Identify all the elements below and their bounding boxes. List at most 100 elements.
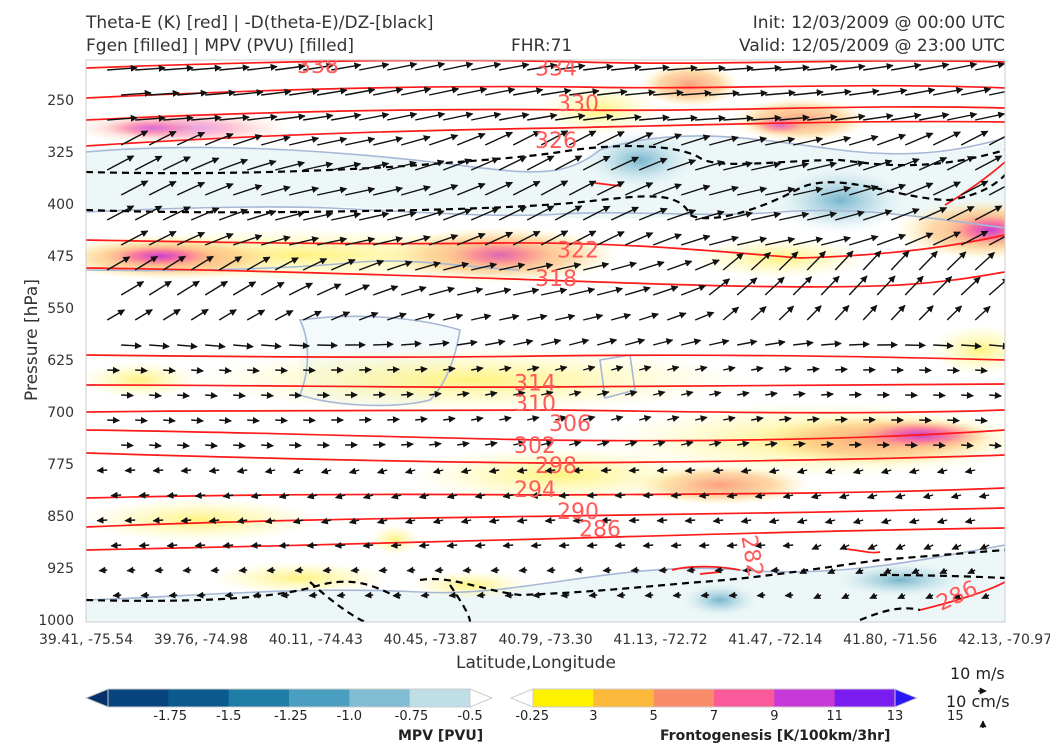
wind-vector	[252, 591, 262, 599]
wind-vector	[974, 155, 1003, 171]
colorbar-tick-label: -1.5	[215, 709, 242, 724]
wind-vector	[264, 517, 276, 525]
wind-vector	[112, 591, 122, 599]
wind-vector	[848, 184, 879, 196]
theta-e-label: 298	[535, 454, 577, 479]
wind-vector	[194, 491, 206, 499]
wind-vector	[474, 541, 486, 549]
wind-vector	[895, 543, 906, 550]
wind-vector	[852, 467, 864, 475]
wind-vector	[246, 159, 277, 171]
wind-vector	[695, 160, 725, 171]
wind-vector	[516, 517, 528, 524]
wind-vector	[989, 342, 1005, 350]
wind-vector	[778, 251, 799, 271]
wind-vector	[638, 260, 665, 271]
wind-vector	[849, 88, 880, 96]
wind-vector	[740, 517, 752, 525]
wind-vector	[586, 491, 598, 499]
wind-vector	[261, 441, 274, 449]
wind-vector	[712, 467, 724, 474]
wind-vector	[210, 566, 220, 574]
colorbar-tick-label: 13	[886, 709, 904, 724]
wind-vector	[596, 181, 625, 196]
chart-title-line1: Theta-E (K) [red] | -D(theta-E)/DZ-[blac…	[86, 13, 434, 33]
wind-vector	[821, 135, 851, 146]
wind-vector	[793, 390, 806, 398]
wind-vector	[905, 87, 936, 96]
wind-vector	[513, 287, 540, 296]
wind-vector	[834, 250, 854, 271]
wind-vector	[348, 467, 360, 475]
wind-vector	[974, 305, 991, 321]
wind-vector	[582, 155, 611, 171]
wind-vector	[289, 342, 310, 350]
wind-vector	[238, 566, 248, 574]
wind-vector	[289, 441, 302, 449]
wind-scale-vertical-label: 10 cm/s	[946, 692, 1010, 711]
wind-vector	[247, 113, 278, 121]
y-tick-label: 775	[47, 456, 74, 473]
wind-vector	[303, 416, 316, 424]
wind-vector	[891, 62, 922, 71]
colorbar-extend-low	[509, 688, 534, 708]
wind-vector	[610, 206, 640, 221]
wind-vector	[989, 391, 1002, 399]
wind-vector	[796, 467, 808, 475]
wind-vector	[471, 61, 502, 71]
wind-vector	[877, 87, 908, 96]
wind-vector	[513, 338, 534, 346]
wind-vector	[261, 135, 291, 146]
wind-vector	[988, 277, 1005, 296]
wind-vector	[387, 61, 418, 71]
wind-vector	[961, 86, 992, 96]
wind-vector	[499, 415, 512, 423]
wind-vector	[569, 287, 596, 296]
wind-vector	[120, 230, 149, 246]
wind-vector	[862, 209, 893, 221]
mpv-colorbar-title: MPV [PVU]	[398, 728, 484, 744]
wind-vector	[163, 416, 176, 424]
wind-vector	[303, 366, 316, 374]
wind-vector	[429, 86, 460, 96]
wind-vector	[625, 286, 651, 296]
wind-vector	[583, 261, 610, 271]
wind-vector	[540, 180, 569, 196]
wind-vector	[488, 467, 500, 475]
wind-vector	[260, 281, 285, 296]
wind-vector	[799, 567, 808, 575]
wind-vector	[434, 566, 444, 574]
wind-vector	[236, 517, 248, 525]
wind-vector	[261, 391, 274, 399]
wind-vector	[925, 592, 934, 600]
wind-vector	[358, 259, 385, 271]
y-tick-label: 325	[47, 144, 74, 161]
wind-vector	[978, 492, 990, 500]
wind-vector	[793, 89, 824, 97]
wind-vector	[652, 285, 679, 296]
wind-vector	[205, 391, 218, 399]
colorbar-segment	[714, 689, 775, 707]
wind-vector	[867, 543, 878, 550]
wind-vector	[387, 210, 417, 221]
wind-vector	[933, 342, 954, 350]
wind-vector	[513, 87, 544, 96]
wind-vector	[191, 366, 204, 374]
wind-vector	[204, 232, 234, 246]
wind-vector	[499, 62, 530, 71]
wind-vector	[583, 415, 596, 422]
wind-vector	[124, 466, 136, 474]
wind-vector	[880, 517, 892, 525]
wind-vector	[979, 543, 990, 550]
init-time: Init: 12/03/2009 @ 00:00 UTC	[752, 13, 1005, 33]
wind-vector	[597, 440, 610, 447]
wind-vector	[138, 541, 150, 549]
theta-e-label: 286	[579, 517, 621, 542]
wind-vector	[939, 567, 948, 575]
wind-vector	[182, 566, 192, 574]
wind-vector	[317, 186, 348, 196]
wind-vector	[666, 260, 693, 271]
theta-e-label: 338	[297, 54, 339, 79]
wind-vector	[989, 90, 1005, 96]
